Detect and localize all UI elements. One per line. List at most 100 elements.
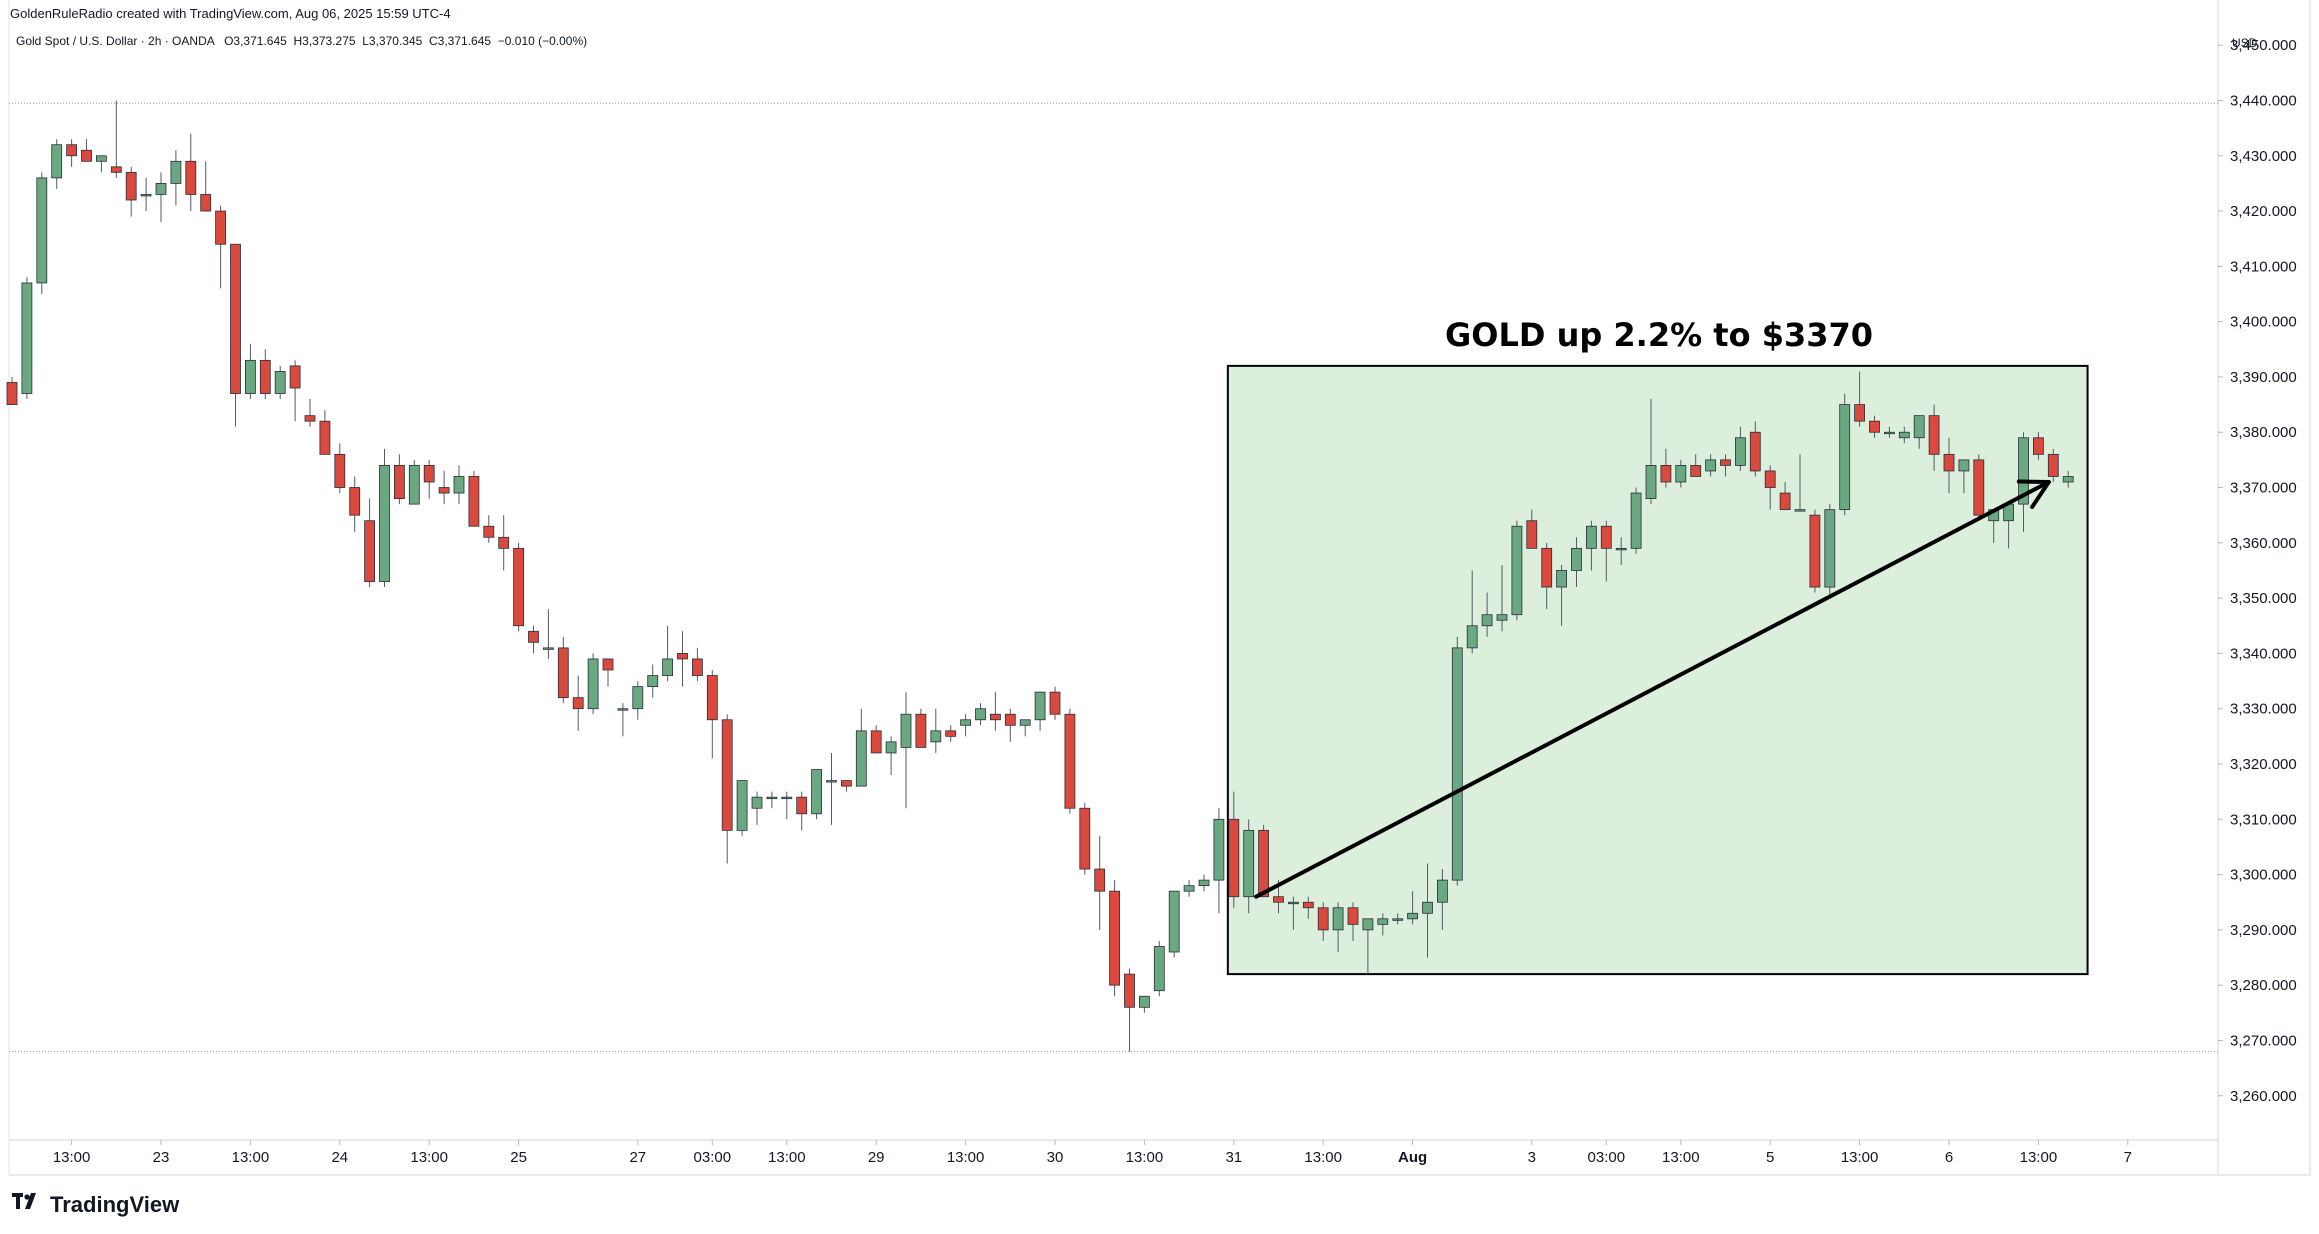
candle-136[interactable] bbox=[2033, 432, 2044, 460]
candle-25[interactable] bbox=[379, 448, 390, 588]
candle-18[interactable] bbox=[274, 365, 286, 400]
candle-31[interactable] bbox=[468, 470, 480, 527]
candle-90[interactable] bbox=[1347, 902, 1359, 941]
candle-104[interactable] bbox=[1556, 564, 1567, 626]
candle-7[interactable] bbox=[110, 100, 122, 178]
candle-99[interactable] bbox=[1481, 592, 1493, 637]
candle-121[interactable] bbox=[1809, 509, 1821, 593]
candle-75[interactable] bbox=[1124, 968, 1135, 1052]
candle-16[interactable] bbox=[244, 343, 256, 400]
candle-123[interactable] bbox=[1839, 393, 1851, 516]
candle-39[interactable] bbox=[587, 653, 599, 715]
candle-45[interactable] bbox=[677, 631, 688, 687]
candle-124[interactable] bbox=[1854, 371, 1865, 427]
candle-43[interactable] bbox=[647, 664, 659, 698]
candle-129[interactable] bbox=[1928, 404, 1940, 471]
time-axis[interactable]: 13:00 23 13:00 24 13:00 25 27 03:00 13:00 29 13:00… bbox=[53, 1140, 2132, 1166]
candle-131[interactable] bbox=[1958, 459, 1970, 494]
candle-106[interactable] bbox=[1586, 520, 1597, 571]
candle-27[interactable] bbox=[408, 459, 420, 505]
candle-126[interactable] bbox=[1884, 426, 1895, 438]
candle-2[interactable] bbox=[36, 172, 48, 294]
candle-40[interactable] bbox=[602, 658, 614, 687]
candle-65[interactable] bbox=[975, 703, 986, 726]
candle-66[interactable] bbox=[990, 692, 1001, 731]
candle-44[interactable] bbox=[662, 625, 673, 682]
candle-6[interactable] bbox=[96, 155, 107, 173]
candle-111[interactable] bbox=[1660, 448, 1672, 488]
candlestick-series[interactable] bbox=[6, 100, 2074, 1052]
candle-55[interactable] bbox=[826, 752, 837, 825]
candle-97[interactable] bbox=[1451, 636, 1463, 886]
candle-86[interactable] bbox=[1288, 896, 1299, 930]
candle-130[interactable] bbox=[1943, 437, 1955, 494]
candle-46[interactable] bbox=[692, 647, 703, 682]
candle-23[interactable] bbox=[349, 476, 361, 532]
candle-1[interactable] bbox=[21, 277, 33, 400]
candle-63[interactable] bbox=[945, 725, 957, 742]
candle-35[interactable] bbox=[528, 625, 539, 654]
candle-89[interactable] bbox=[1332, 902, 1344, 952]
candle-103[interactable] bbox=[1541, 542, 1553, 610]
candle-95[interactable] bbox=[1422, 863, 1433, 958]
tradingview-brand[interactable]: TradingView bbox=[12, 1192, 179, 1218]
candle-100[interactable] bbox=[1496, 564, 1508, 632]
candle-37[interactable] bbox=[557, 636, 569, 704]
candle-68[interactable] bbox=[1019, 719, 1031, 737]
candle-32[interactable] bbox=[483, 515, 495, 543]
candle-24[interactable] bbox=[364, 498, 376, 588]
candle-17[interactable] bbox=[259, 349, 271, 400]
candle-20[interactable] bbox=[304, 399, 316, 427]
price-axis[interactable]: 3,450.000 3,440.000 3,430.000 3,420.000 3,41… bbox=[2218, 37, 2297, 1105]
candle-15[interactable] bbox=[230, 243, 241, 427]
candle-3[interactable] bbox=[51, 139, 63, 189]
candle-52[interactable] bbox=[781, 791, 793, 820]
candle-79[interactable] bbox=[1183, 880, 1195, 897]
candle-72[interactable] bbox=[1079, 802, 1091, 875]
candle-82[interactable] bbox=[1228, 791, 1240, 908]
candle-10[interactable] bbox=[155, 172, 167, 223]
candle-34[interactable] bbox=[513, 542, 524, 632]
candle-128[interactable] bbox=[1913, 415, 1925, 449]
candle-120[interactable] bbox=[1794, 454, 1806, 512]
candle-29[interactable] bbox=[438, 470, 450, 505]
candle-110[interactable] bbox=[1645, 399, 1657, 505]
candle-73[interactable] bbox=[1094, 835, 1106, 930]
candle-78[interactable] bbox=[1168, 890, 1180, 958]
candle-116[interactable] bbox=[1735, 426, 1746, 471]
candle-53[interactable] bbox=[796, 791, 808, 831]
candle-101[interactable] bbox=[1511, 520, 1523, 621]
candle-98[interactable] bbox=[1466, 570, 1478, 654]
candle-5[interactable] bbox=[81, 139, 92, 162]
candle-42[interactable] bbox=[632, 681, 644, 720]
candle-88[interactable] bbox=[1317, 902, 1329, 941]
candle-26[interactable] bbox=[393, 454, 405, 505]
candle-118[interactable] bbox=[1764, 465, 1776, 510]
candle-60[interactable] bbox=[900, 692, 912, 809]
candle-61[interactable] bbox=[915, 708, 927, 748]
legend-symbol[interactable]: Gold Spot / U.S. Dollar · 2h · OANDA bbox=[16, 34, 215, 48]
candle-56[interactable] bbox=[841, 780, 852, 792]
candle-67[interactable] bbox=[1004, 708, 1016, 742]
candle-47[interactable] bbox=[706, 670, 718, 759]
candle-69[interactable] bbox=[1034, 691, 1046, 731]
candle-70[interactable] bbox=[1049, 686, 1061, 720]
candle-107[interactable] bbox=[1600, 520, 1612, 582]
candle-84[interactable] bbox=[1258, 824, 1269, 898]
candle-36[interactable] bbox=[543, 609, 554, 659]
candle-91[interactable] bbox=[1362, 918, 1374, 975]
candle-125[interactable] bbox=[1869, 415, 1880, 438]
candle-48[interactable] bbox=[721, 714, 733, 864]
candle-51[interactable] bbox=[766, 791, 778, 809]
candle-41[interactable] bbox=[617, 703, 629, 737]
candle-9[interactable] bbox=[140, 177, 152, 212]
candle-59[interactable] bbox=[885, 736, 897, 776]
candle-8[interactable] bbox=[125, 166, 137, 217]
candle-57[interactable] bbox=[855, 708, 867, 787]
candle-49[interactable] bbox=[736, 780, 748, 836]
candle-112[interactable] bbox=[1675, 459, 1687, 488]
candle-127[interactable] bbox=[1898, 426, 1910, 444]
candle-62[interactable] bbox=[930, 708, 942, 753]
candle-96[interactable] bbox=[1437, 869, 1448, 930]
